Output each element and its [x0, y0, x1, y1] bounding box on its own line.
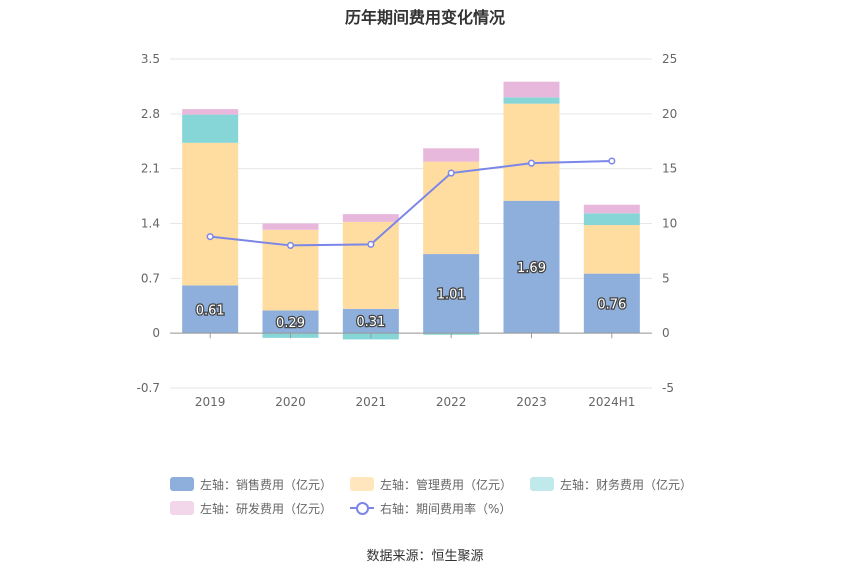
rate-point-2022	[447, 169, 455, 177]
rate-point-2023	[527, 159, 536, 167]
right-tick-label: 5	[662, 271, 670, 285]
right-tick-label: 0	[662, 326, 670, 340]
data-source: 数据来源：恒生聚源	[366, 549, 484, 564]
right-tick-label: 10	[662, 217, 677, 231]
sales-value-label: 0.31	[356, 315, 385, 330]
rate-point-2021	[367, 240, 375, 248]
sales-value-label: 0.29	[276, 316, 305, 331]
left-tick-label: 0	[152, 326, 160, 340]
bar-admin-2020	[262, 229, 319, 311]
x-tick-label: 2021	[356, 395, 387, 409]
sales-value-label: 1.69	[517, 261, 546, 276]
axes: 3.5 2.8 2.1 1.4 0.7 0 -0.7 25 20 15 10 5 0 -5 2019 2020…	[137, 52, 678, 409]
bar-rd-2020	[262, 223, 319, 230]
bar-admin-2023	[503, 103, 560, 201]
x-tick-label: 2019	[195, 395, 226, 409]
left-tick-label: 2.8	[141, 107, 160, 121]
legend-swatch-admin	[350, 477, 375, 491]
right-tick-label: -5	[662, 381, 674, 395]
grid-lines	[170, 58, 652, 389]
rate-point-2020	[286, 241, 295, 249]
right-tick-label: 15	[662, 162, 677, 176]
bar-rd-2023	[503, 81, 560, 98]
bar-rd-2022	[423, 148, 480, 162]
rate-line-series	[206, 157, 616, 249]
bar-rd-2021	[342, 214, 399, 222]
bar-sales-2021	[342, 308, 399, 334]
legend-label-admin: 左轴：管理费用（亿元）	[380, 477, 513, 492]
right-tick-label: 25	[662, 52, 677, 66]
bar-series	[182, 81, 640, 340]
rate-line	[210, 159, 612, 247]
bar-admin-2021	[342, 221, 399, 309]
bar-finance-2023	[503, 97, 560, 104]
bar-admin-2024H1	[583, 225, 640, 274]
left-tick-label: 3.5	[141, 52, 160, 66]
rate-point-2024H1	[608, 157, 616, 165]
bar-rd-2024H1	[583, 204, 640, 214]
legend-item-admin[interactable]: 左轴：管理费用（亿元）	[350, 476, 512, 493]
sales-value-label: 0.61	[196, 303, 225, 318]
left-tick-label: 2.1	[141, 162, 160, 176]
legend-label-sales: 左轴：销售费用（亿元）	[200, 477, 333, 492]
rate-point-2019	[206, 233, 214, 241]
legend: 左轴：销售费用（亿元） 左轴：管理费用（亿元） 左轴：财务费用（亿元） 左轴：研…	[170, 472, 692, 520]
sales-value-label: 1.01	[437, 288, 466, 303]
legend-item-sales[interactable]: 左轴：销售费用（亿元）	[170, 476, 332, 493]
bar-sales-2020	[262, 310, 319, 334]
bar-admin-2019	[182, 142, 239, 286]
x-tick-label: 2023	[516, 395, 547, 409]
legend-swatch-sales	[170, 477, 194, 491]
bar-sales-2022	[423, 254, 480, 334]
legend-swatch-rate-icon	[350, 501, 375, 515]
chart-plot: 0.61 0.29 0.31 1.01 1.69 0.76 3.5 2.8 2.1 1.4 0.7…	[137, 52, 678, 409]
bar-rd-2019	[182, 109, 239, 115]
bar-finance-2019	[182, 114, 239, 143]
bar-sales-2023	[503, 200, 560, 334]
sales-value-label: 0.76	[597, 297, 626, 312]
legend-label-finance: 左轴：财务费用（亿元）	[560, 477, 693, 492]
legend-item-rate[interactable]: 右轴：期间费用率（%）	[350, 500, 511, 517]
legend-item-finance[interactable]: 左轴：财务费用（亿元）	[530, 476, 692, 493]
right-tick-label: 20	[662, 107, 677, 121]
x-tick-label: 2022	[436, 395, 467, 409]
legend-label-rd: 左轴：研发费用（亿元）	[200, 501, 333, 516]
bar-sales-2024H1	[583, 273, 640, 334]
legend-label-rate: 右轴：期间费用率（%）	[380, 501, 512, 516]
legend-swatch-finance	[530, 477, 555, 491]
left-tick-label: 1.4	[141, 217, 160, 231]
bar-sales-2019	[182, 285, 239, 334]
legend-item-rd[interactable]: 左轴：研发费用（亿元）	[170, 500, 332, 517]
left-tick-label: -0.7	[137, 381, 160, 395]
x-tick-label: 2024H1	[588, 395, 635, 409]
bar-finance-2024H1	[583, 213, 640, 226]
legend-swatch-rd	[170, 501, 194, 515]
chart-title: 历年期间费用变化情况	[344, 8, 505, 27]
data-labels: 0.61 0.29 0.31 1.01 1.69 0.76	[194, 260, 627, 332]
x-tick-label: 2020	[275, 395, 306, 409]
bar-admin-2022	[423, 161, 480, 255]
left-tick-label: 0.7	[141, 271, 160, 285]
